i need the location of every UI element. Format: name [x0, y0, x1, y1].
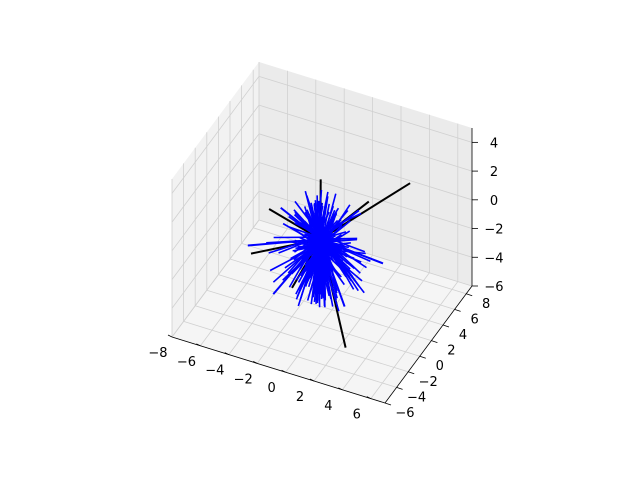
x-tick-label: 2 [296, 390, 304, 405]
y-tick-mark [466, 293, 473, 297]
z-tick-label: −4 [484, 251, 503, 266]
x-tick-mark [281, 369, 286, 373]
grid-line-z-left [171, 219, 260, 338]
grid-line-x-floor [342, 272, 430, 391]
series-segment [324, 213, 337, 246]
y-tick-mark [396, 387, 403, 390]
grid-line-z-left [171, 191, 260, 309]
series-segment [266, 238, 321, 244]
x-tick-label: −2 [234, 372, 253, 387]
series-segment [319, 230, 351, 251]
x-tick-mark [338, 387, 343, 391]
y-tick-label: −4 [407, 390, 426, 405]
series-segment [320, 243, 330, 276]
grid-line-z-left [171, 104, 260, 223]
grid-line-y-floor [195, 305, 409, 373]
series-segment [319, 233, 342, 250]
x-tick-label: 0 [267, 381, 275, 396]
x-tick-mark [366, 396, 371, 399]
series-segment [321, 238, 331, 248]
grid-line-z-left [171, 133, 260, 252]
x-tick-mark [224, 352, 229, 355]
grid-line-z-back [258, 104, 473, 172]
y-tick-label: 0 [436, 359, 444, 374]
y-axis-line [384, 285, 473, 404]
series-segment [293, 219, 322, 234]
series-segment [299, 235, 321, 270]
y-tick-mark [408, 371, 415, 375]
y-tick-label: 2 [447, 344, 455, 359]
grid-line-z-left [171, 162, 260, 280]
z-tick-label: 2 [490, 165, 498, 180]
series-segment [324, 232, 333, 239]
z-tick-labels: −6 −4 −2 0 2 4 [484, 136, 503, 295]
y-tick-label: −2 [419, 375, 438, 390]
grid-line-z-back [258, 190, 473, 258]
series-segment [321, 205, 335, 241]
series-segment [319, 182, 411, 241]
series-segment [322, 247, 363, 282]
y-tick-label: 8 [482, 297, 490, 312]
floor-pane [172, 220, 472, 403]
series-segment [294, 200, 319, 233]
grid-line-x-floor [370, 281, 459, 399]
x-tick-label: −8 [148, 346, 167, 361]
x-tick-label: 6 [353, 408, 361, 423]
y-tick-mark [419, 355, 426, 359]
x-tick-label: −6 [177, 355, 196, 370]
grid-line-z-back [258, 75, 473, 143]
series-segment [319, 196, 329, 247]
series-segment [315, 191, 329, 248]
series-segment [288, 226, 321, 239]
y-tick-mark [454, 309, 461, 312]
grid-line-y-floor [206, 289, 420, 357]
series-segment [320, 245, 323, 279]
grid-line-y-floor [218, 274, 432, 341]
y-tick-mark [442, 324, 450, 328]
series-segment [323, 237, 331, 240]
series-segment [315, 236, 325, 271]
series-blue-lines [247, 189, 384, 312]
grid-line-y-floor [183, 321, 397, 388]
axis-lines [171, 128, 473, 404]
grid-line-z-back [258, 162, 473, 229]
x-tick-mark [253, 361, 258, 364]
series-segment [313, 202, 323, 234]
x-axis-line [171, 336, 386, 404]
z-tick-label: 4 [490, 136, 498, 151]
left-pane [172, 62, 259, 337]
series-segment [322, 244, 353, 259]
x-tick-labels: −8 −6 −4 −2 0 2 4 6 [148, 346, 361, 423]
x-tick-mark [309, 378, 315, 382]
z-tick-label: −2 [484, 223, 503, 238]
series-segment [304, 190, 320, 244]
series-segment [316, 248, 321, 286]
grid-line-x-floor [285, 254, 373, 373]
y-tick-mark [431, 340, 438, 343]
x-tick-label: 4 [324, 399, 332, 414]
y-tick-mark [384, 402, 392, 406]
x-tick-label: −4 [205, 364, 224, 379]
series-segment [290, 243, 317, 260]
grid-line-x-floor [313, 263, 402, 382]
series-segment [325, 238, 360, 287]
tick-marks [167, 141, 478, 406]
y-tick-label: 6 [470, 312, 478, 327]
grid-line-z-back [258, 133, 473, 201]
x-tick-mark [167, 334, 173, 338]
z-tick-label: −6 [484, 280, 503, 295]
grid-line-z-left [171, 76, 260, 194]
z-tick-label: 0 [490, 194, 498, 209]
y-tick-label: −6 [395, 406, 414, 421]
y-tick-label: 4 [459, 328, 467, 343]
x-tick-mark [196, 343, 201, 347]
